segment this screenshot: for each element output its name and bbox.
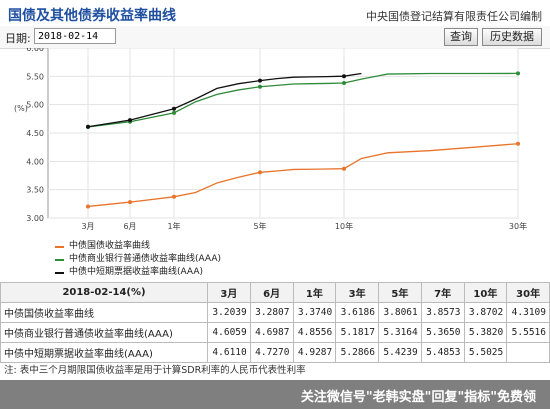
value-cell: 5.3164	[378, 322, 422, 343]
legend-label: 中债国债收益率曲线	[69, 241, 151, 251]
series-point	[172, 194, 176, 199]
value-cell: 5.2866	[335, 342, 379, 363]
date-label: 日期:	[5, 32, 31, 45]
footnote: 注: 表中三个月期限国债收益率是用于计算SDR利率的人民币代表性利率	[4, 365, 306, 376]
series-point	[342, 74, 346, 79]
table-header-row: 2018-02-14(%) 3月 6月 1年 3年 5年 7年 10年 30年	[0, 282, 550, 303]
y-tick-label: 3.50	[26, 186, 44, 195]
value-cell: 5.1817	[335, 322, 379, 343]
value-cell: 4.7270	[249, 342, 294, 363]
table-date-header: 2018-02-14(%)	[0, 282, 208, 303]
legend-item: 中债商业银行普通债收益率曲线(AAA)	[55, 253, 221, 266]
table-column-header: 10年	[463, 282, 508, 303]
table-column-header: 6月	[249, 282, 294, 303]
legend-item: 中债中短期票据收益率曲线(AAA)	[55, 266, 221, 279]
table-row: 中债商业银行普通债收益率曲线(AAA) 4.6059 4.6987 4.8556 5.1…	[0, 322, 550, 343]
value-cell: 5.3820	[463, 322, 508, 343]
date-input[interactable]	[34, 28, 116, 44]
table-column-header: 5年	[378, 282, 422, 303]
value-cell: 3.8573	[420, 302, 465, 323]
value-cell: 5.4853	[420, 342, 465, 363]
value-cell: 4.6110	[207, 342, 251, 363]
value-cell: 3.6186	[335, 302, 379, 323]
legend-swatch	[55, 272, 64, 274]
date-toolbar: 日期: 查询 历史数据	[0, 26, 550, 49]
row-name-cell: 中债国债收益率曲线	[0, 302, 208, 323]
row-name-cell: 中债中短期票据收益率曲线(AAA)	[0, 342, 208, 363]
legend-swatch	[55, 259, 64, 261]
page-title: 国债及其他债券收益率曲线	[8, 8, 176, 24]
watermark-banner: 关注微信号"老韩实盘"回复"指标"免费领	[0, 380, 550, 409]
y-tick-label: 5.50	[26, 72, 44, 81]
series-point	[342, 166, 346, 171]
y-tick-label: 5.00	[26, 101, 44, 110]
y-tick-label: 4.50	[26, 129, 44, 138]
y-tick-label: 3.00	[26, 214, 44, 223]
series-point	[86, 204, 90, 209]
x-tick-label: 30年	[509, 221, 527, 231]
value-cell: 5.5025	[463, 342, 508, 363]
legend-label: 中债中短期票据收益率曲线(AAA)	[69, 267, 203, 277]
chart-legend: 中债国债收益率曲线中债商业银行普通债收益率曲线(AAA) 中债中短期票据收益率曲线…	[55, 240, 221, 279]
series-point	[258, 170, 262, 175]
chart-svg: 6.00 5.50 5.00 4.50 4.00 3.50 3.00 (%) 3月 6月 1年 5年 1…	[14, 44, 527, 231]
y-tick-label: 4.00	[26, 157, 44, 166]
series-point	[86, 124, 90, 129]
series-point	[258, 84, 262, 89]
table-row: 中债中短期票据收益率曲线(AAA) 4.6110 4.7270 4.9287 5.286…	[0, 342, 550, 363]
y-tick-label: 6.00	[26, 48, 44, 53]
table-column-header: 3年	[335, 282, 379, 303]
organization-label: 中央国债登记结算有限责任公司编制	[366, 10, 542, 23]
x-tick-label: 5年	[253, 221, 266, 231]
series-line-1	[87, 143, 519, 208]
value-cell: 4.8556	[292, 322, 337, 343]
yield-curve-chart: 6.00 5.50 5.00 4.50 4.00 3.50 3.00 (%) 3月 6月 1年 5年 1…	[0, 44, 550, 278]
table-column-header: 3月	[207, 282, 251, 303]
value-cell: 4.9287	[292, 342, 337, 363]
legend-item: 中债国债收益率曲线	[55, 240, 221, 253]
value-cell: 3.2807	[249, 302, 294, 323]
series-point	[258, 78, 262, 83]
value-cell: 3.2039	[207, 302, 251, 323]
series-point	[516, 141, 520, 146]
series-point	[342, 81, 346, 86]
series-point	[128, 118, 132, 123]
table-column-header: 1年	[292, 282, 337, 303]
series-line-2	[87, 72, 519, 128]
value-cell: 4.6987	[249, 322, 294, 343]
x-tick-label: 6月	[123, 222, 136, 231]
value-cell: 3.8061	[378, 302, 422, 323]
table-column-header: 7年	[420, 282, 465, 303]
value-cell: 5.5516	[506, 322, 550, 343]
value-cell: 4.3109	[506, 302, 550, 323]
series-point	[516, 71, 520, 76]
x-tick-label: 1年	[167, 221, 180, 231]
query-button[interactable]: 查询	[444, 28, 478, 46]
table-column-header: 30年	[506, 282, 550, 303]
legend-label: 中债商业银行普通债收益率曲线(AAA)	[69, 254, 221, 264]
value-cell	[506, 342, 550, 363]
series-point	[128, 200, 132, 205]
x-tick-label: 3月	[81, 222, 94, 231]
value-cell: 4.6059	[207, 322, 251, 343]
value-cell: 5.4239	[378, 342, 422, 363]
value-cell: 3.8702	[463, 302, 508, 323]
y-axis-label: (%)	[14, 104, 28, 113]
watermark-text: 关注微信号"老韩实盘"回复"指标"免费领	[300, 390, 536, 405]
header-bar: 国债及其他债券收益率曲线 中央国债登记结算有限责任公司编制	[0, 0, 550, 27]
series-point	[172, 110, 176, 115]
value-cell: 3.3740	[292, 302, 337, 323]
value-cell: 5.3650	[420, 322, 465, 343]
row-name-cell: 中债商业银行普通债收益率曲线(AAA)	[0, 322, 208, 343]
series-point	[172, 106, 176, 111]
legend-swatch	[55, 246, 64, 248]
x-tick-label: 10年	[335, 221, 353, 231]
history-data-button[interactable]: 历史数据	[482, 28, 542, 46]
yield-table: 2018-02-14(%) 3月 6月 1年 3年 5年 7年 10年 30年 中债国债收益率曲…	[0, 282, 550, 363]
table-row: 中债国债收益率曲线 3.2039 3.2807 3.3740 3.6186 3.8061 3…	[0, 302, 550, 323]
